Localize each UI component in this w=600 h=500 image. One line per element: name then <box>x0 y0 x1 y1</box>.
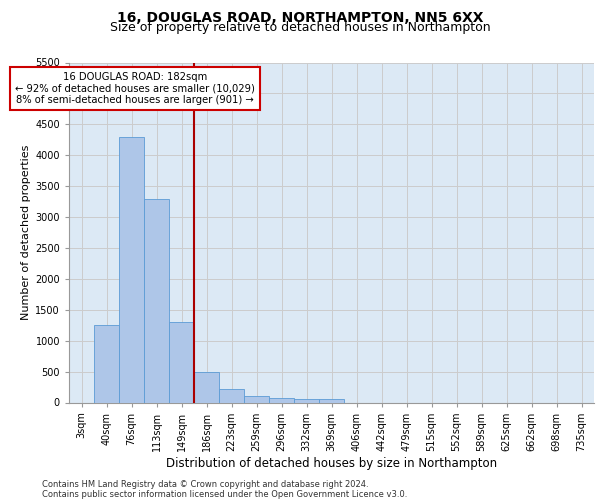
Bar <box>119 136 144 402</box>
Bar <box>144 198 169 402</box>
Text: 16, DOUGLAS ROAD, NORTHAMPTON, NN5 6XX: 16, DOUGLAS ROAD, NORTHAMPTON, NN5 6XX <box>117 11 483 25</box>
Y-axis label: Number of detached properties: Number of detached properties <box>21 145 31 320</box>
Bar <box>294 400 319 402</box>
Bar <box>219 388 244 402</box>
Text: 16 DOUGLAS ROAD: 182sqm
← 92% of detached houses are smaller (10,029)
8% of semi: 16 DOUGLAS ROAD: 182sqm ← 92% of detache… <box>16 72 255 105</box>
X-axis label: Distribution of detached houses by size in Northampton: Distribution of detached houses by size … <box>166 456 497 469</box>
Bar <box>94 325 119 402</box>
Text: Size of property relative to detached houses in Northampton: Size of property relative to detached ho… <box>110 22 490 35</box>
Bar <box>169 322 194 402</box>
Text: Contains HM Land Registry data © Crown copyright and database right 2024.
Contai: Contains HM Land Registry data © Crown c… <box>42 480 407 499</box>
Bar <box>194 372 219 402</box>
Bar <box>319 400 344 402</box>
Bar <box>269 398 294 402</box>
Bar <box>244 396 269 402</box>
